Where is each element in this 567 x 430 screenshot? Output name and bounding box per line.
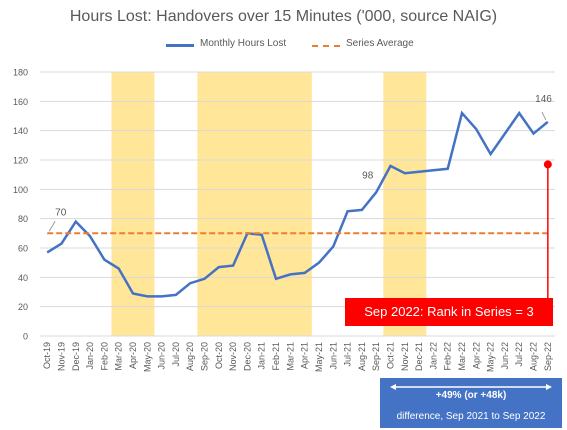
x-tick-label: Nov-21 (400, 342, 410, 371)
legend: Monthly Hours Lost Series Average (0, 38, 567, 54)
x-tick-label: Oct-21 (385, 342, 395, 369)
y-tick-label: 80 (18, 214, 28, 224)
x-tick-label: Apr-22 (471, 342, 481, 369)
x-tick-label: Jul-20 (171, 342, 181, 367)
series-line-monthly (46, 110, 549, 298)
x-tick-label: Oct-19 (42, 342, 52, 369)
x-tick-label: May-21 (314, 342, 324, 372)
x-tick-label: Feb-21 (271, 342, 281, 371)
y-tick-label: 120 (13, 156, 28, 166)
y-tick-label: 40 (18, 273, 28, 283)
x-tick-label: Dec-20 (242, 342, 252, 371)
x-tick-label: May-22 (486, 342, 496, 372)
x-tick-label: Mar-20 (114, 342, 124, 371)
x-tick-label: Jan-21 (257, 342, 267, 370)
x-tick-label: Aug-20 (185, 342, 195, 371)
x-tick-label: Sep-21 (371, 342, 381, 371)
y-tick-label: 180 (13, 68, 28, 78)
difference-note: difference, Sep 2021 to Sep 2022 (396, 411, 546, 422)
legend-label-monthly: Monthly Hours Lost (200, 38, 287, 49)
x-tick-label: Dec-19 (71, 342, 81, 371)
x-tick-label: Jul-22 (514, 342, 524, 367)
legend-label-average: Series Average (346, 38, 414, 49)
marker-dot (543, 160, 552, 169)
x-tick-label: Nov-20 (228, 342, 238, 371)
x-tick-label: Jun-20 (157, 342, 167, 370)
leader-line (541, 111, 547, 121)
y-tick-label: 60 (18, 244, 28, 254)
x-tick-label: Feb-22 (443, 342, 453, 371)
legend-swatch-dash-icon (312, 45, 340, 47)
x-tick-label: Mar-21 (285, 342, 295, 371)
difference-value: +49% (or +48k) (435, 390, 507, 401)
x-tick-label: Jun-21 (328, 342, 338, 370)
x-tick-label: Apr-20 (128, 342, 138, 369)
y-tick-label: 140 (13, 126, 28, 136)
x-tick-label: Aug-22 (529, 342, 539, 371)
x-tick-label: Sep-20 (200, 342, 210, 371)
x-tick-label: Aug-21 (357, 342, 367, 371)
x-tick-label: Mar-22 (457, 342, 467, 371)
y-tick-label: 0 (23, 332, 28, 342)
x-tick-label: May-20 (142, 342, 152, 372)
y-tick-label: 160 (13, 97, 28, 107)
point-label: 70 (55, 207, 67, 218)
x-tick-label: Oct-20 (214, 342, 224, 369)
rank-annotation: Sep 2022: Rank in Series = 3 (345, 298, 553, 326)
x-tick-label: Jul-21 (343, 342, 353, 367)
x-tick-label: Jun-22 (500, 342, 510, 370)
double-arrow-icon (390, 384, 552, 390)
y-tick-label: 100 (13, 185, 28, 195)
difference-annotation: +49% (or +48k) difference, Sep 2021 to S… (380, 378, 562, 428)
x-tick-label: Sep-22 (543, 342, 553, 371)
x-tick-label: Nov-19 (56, 342, 66, 371)
legend-swatch-line-icon (166, 44, 194, 47)
point-label: 98 (362, 170, 374, 181)
x-tick-label: Dec-21 (414, 342, 424, 371)
shaded-period-1 (197, 72, 312, 336)
x-tick-label: Jan-20 (85, 342, 95, 370)
chart-title: Hours Lost: Handovers over 15 Minutes ('… (69, 8, 498, 25)
shaded-period-2 (383, 72, 427, 336)
y-tick-label: 20 (18, 302, 28, 312)
x-tick-label: Feb-20 (99, 342, 109, 371)
x-tick-label: Apr-21 (300, 342, 310, 369)
point-label: 146 (535, 94, 552, 105)
x-tick-label: Jan-22 (428, 342, 438, 370)
leader-line (48, 221, 56, 232)
